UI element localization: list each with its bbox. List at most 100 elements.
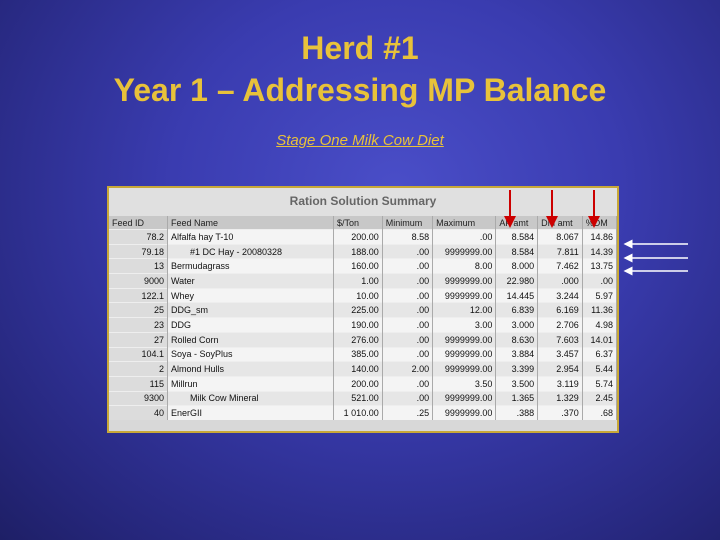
table-body: 78.2 Alfalfa hay T-10 200.00 8.58.00 8.584 8.…: [109, 229, 618, 420]
cell-price: 385.00: [333, 346, 383, 362]
cell-maximum: 9999999.00: [432, 273, 497, 289]
table-row[interactable]: 78.2 Alfalfa hay T-10 200.00 8.58.00 8.584 8.…: [109, 229, 618, 245]
col-header-dm-amt[interactable]: DM amt: [537, 216, 583, 230]
cell-maximum: 3.50: [432, 375, 497, 392]
cell-minimum: .25: [382, 405, 434, 420]
table-row[interactable]: 9000 Water 1.00.00 9999999.00 22.980.000.00: [109, 273, 618, 289]
cell-dm-amt: 3.244: [537, 287, 583, 303]
cell-dm-amt: .000: [537, 273, 583, 289]
slide-subtitle: Stage One Milk Cow Diet: [276, 132, 444, 149]
table-row[interactable]: 40 EnerGII 1 010.00.25 9999999.00.388.370.6…: [109, 405, 618, 420]
cell-feed-id: 13: [109, 258, 168, 274]
col-header-maximum[interactable]: Maximum: [432, 216, 497, 230]
cell-feed-id: 104.1: [109, 346, 168, 362]
ration-summary-frame: Ration Solution Summary Feed ID Feed Nam…: [107, 186, 619, 433]
cell-maximum: 3.00: [432, 317, 497, 333]
cell-pct-dm: 5.97: [582, 287, 618, 303]
cell-dm-amt: 3.119: [537, 375, 583, 392]
cell-af-amt: .388: [495, 405, 539, 420]
cell-dm-amt: .370: [537, 405, 583, 420]
cell-feed-name: Water: [167, 273, 334, 289]
col-header-feed-name[interactable]: Feed Name: [167, 216, 334, 230]
table-row[interactable]: 27 Rolled Corn 276.00.00 9999999.00 8.630 7.6…: [109, 331, 618, 347]
cell-feed-id: 78.2: [109, 229, 168, 245]
cell-dm-amt: 7.603: [537, 331, 583, 347]
cell-pct-dm: 5.74: [582, 375, 618, 392]
cell-maximum: 9999999.00: [432, 346, 497, 362]
cell-af-amt: 8.000: [495, 258, 539, 274]
cell-price: 200.00: [333, 375, 383, 392]
cell-pct-dm: 14.39: [582, 243, 618, 259]
cell-pct-dm: 14.86: [582, 229, 618, 245]
cell-af-amt: 3.399: [495, 361, 539, 377]
cell-feed-name: Milk Cow Mineral: [167, 390, 334, 406]
cell-maximum: 9999999.00: [432, 287, 497, 303]
cell-feed-name: Rolled Corn: [167, 331, 334, 347]
cell-feed-name: Millrun: [167, 375, 334, 392]
table-header-row: Feed ID Feed Name $/Ton Minimum Maximum …: [109, 216, 618, 230]
cell-minimum: .00: [382, 287, 434, 303]
col-header-feed-id[interactable]: Feed ID: [109, 216, 168, 230]
cell-feed-id: 40: [109, 405, 168, 420]
cell-price: 200.00: [333, 229, 383, 245]
table-row[interactable]: 104.1 Soya - SoyPlus 385.00.00 9999999.00 3.…: [109, 346, 618, 362]
cell-price: 190.00: [333, 317, 383, 333]
cell-af-amt: 3.500: [495, 375, 539, 392]
cell-price: 1.00: [333, 273, 383, 289]
cell-minimum: 8.58: [382, 229, 434, 245]
table-row[interactable]: 2 Almond Hulls 140.00 2.00 9999999.00 3.399 2.…: [109, 361, 618, 377]
cell-af-amt: 1.365: [495, 390, 539, 406]
col-header-minimum[interactable]: Minimum: [382, 216, 434, 230]
cell-feed-id: 79.18: [109, 243, 168, 259]
cell-price: 188.00: [333, 243, 383, 259]
cell-feed-name: Soya - SoyPlus: [167, 346, 334, 362]
cell-pct-dm: .68: [582, 405, 618, 420]
cell-feed-name: DDG_sm: [167, 302, 334, 318]
cell-af-amt: 14.445: [495, 287, 539, 303]
cell-feed-id: 122.1: [109, 287, 168, 303]
cell-feed-id: 25: [109, 302, 168, 318]
table-row[interactable]: 122.1 Whey 10.00.00 9999999.00 14.445 3.244 5.…: [109, 287, 618, 303]
cell-dm-amt: 2.706: [537, 317, 583, 333]
cell-price: 160.00: [333, 258, 383, 274]
cell-maximum: 8.00: [432, 258, 497, 274]
cell-maximum: 9999999.00: [432, 361, 497, 377]
table-row[interactable]: 13 Bermudagrass 160.00.00 8.00 8.000 7.462 13.…: [109, 258, 618, 274]
cell-af-amt: 8.584: [495, 243, 539, 259]
cell-pct-dm: 5.44: [582, 361, 618, 377]
cell-dm-amt: 7.811: [537, 243, 583, 259]
table-row[interactable]: 9300 Milk Cow Mineral 521.00.00 9999999.00 1…: [109, 390, 618, 406]
col-header-af-amt[interactable]: AF amt: [495, 216, 539, 230]
ration-summary-panel: Ration Solution Summary Feed ID Feed Nam…: [109, 188, 618, 431]
cell-minimum: 2.00: [382, 361, 434, 377]
cell-price: 1 010.00: [333, 405, 383, 420]
cell-dm-amt: 7.462: [537, 258, 583, 274]
cell-feed-name: Almond Hulls: [167, 361, 334, 377]
cell-minimum: .00: [382, 346, 434, 362]
cell-feed-id: 27: [109, 331, 168, 347]
cell-feed-id: 9300: [109, 390, 168, 406]
ration-table: Feed ID Feed Name $/Ton Minimum Maximum …: [109, 216, 618, 420]
cell-feed-id: 115: [109, 375, 168, 392]
table-row[interactable]: 79.18 #1 DC Hay - 20080328 188.00.00 999999…: [109, 243, 618, 259]
cell-maximum: 9999999.00: [432, 405, 497, 420]
cell-af-amt: 3.000: [495, 317, 539, 333]
cell-pct-dm: 13.75: [582, 258, 618, 274]
cell-dm-amt: 1.329: [537, 390, 583, 406]
table-row[interactable]: 25 DDG_sm 225.00.00 12.00 6.839 6.169 11.36: [109, 302, 618, 318]
slide-title-line2: Year 1 – Addressing MP Balance: [113, 72, 607, 108]
col-header-price[interactable]: $/Ton: [333, 216, 383, 230]
cell-af-amt: 8.584: [495, 229, 539, 245]
col-header-pct-dm[interactable]: %DM: [582, 216, 618, 230]
cell-feed-name: Whey: [167, 287, 334, 303]
cell-minimum: .00: [382, 390, 434, 406]
cell-af-amt: 6.839: [495, 302, 539, 318]
table-row[interactable]: 115 Millrun 200.00.00 3.50 3.500 3.119 5.74: [109, 375, 618, 392]
cell-minimum: .00: [382, 258, 434, 274]
cell-af-amt: 3.884: [495, 346, 539, 362]
cell-feed-id: 9000: [109, 273, 168, 289]
cell-minimum: .00: [382, 331, 434, 347]
cell-price: 521.00: [333, 390, 383, 406]
cell-minimum: .00: [382, 273, 434, 289]
table-row[interactable]: 23 DDG 190.00.00 3.00 3.000 2.706 4.98: [109, 317, 618, 333]
